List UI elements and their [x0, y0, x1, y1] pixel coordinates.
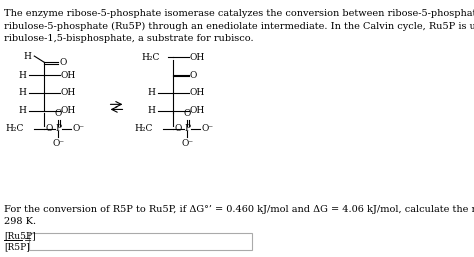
Text: P: P [55, 124, 61, 133]
Text: OH: OH [190, 88, 205, 97]
Text: ribulose-5-phosphate (Ru5P) through an enediolate intermediate. In the Calvin cy: ribulose-5-phosphate (Ru5P) through an e… [4, 22, 474, 31]
Text: O⁻: O⁻ [72, 124, 84, 133]
Text: OH: OH [61, 106, 76, 115]
Text: P: P [184, 124, 191, 133]
Text: H₂C: H₂C [135, 124, 153, 133]
Text: H: H [19, 106, 27, 115]
Text: [R5P]: [R5P] [4, 242, 30, 251]
Text: OH: OH [61, 88, 76, 97]
Text: O: O [46, 124, 53, 133]
Text: O: O [60, 58, 67, 67]
Text: For the conversion of R5P to Ru5P, if ΔG°’ = 0.460 kJ/mol and ΔG = 4.06 kJ/mol, : For the conversion of R5P to Ru5P, if ΔG… [4, 205, 474, 214]
Text: [Ru5P]: [Ru5P] [4, 231, 36, 240]
Text: O: O [55, 109, 62, 118]
Text: H₂C: H₂C [6, 124, 24, 133]
Text: 298 K.: 298 K. [4, 217, 36, 226]
Text: OH: OH [61, 71, 76, 80]
Text: The enzyme ribose-5-phosphate isomerase catalyzes the conversion between ribose-: The enzyme ribose-5-phosphate isomerase … [4, 9, 474, 18]
Text: H₂C: H₂C [141, 53, 160, 62]
Text: O: O [175, 124, 182, 133]
Text: O⁻: O⁻ [52, 139, 64, 148]
Text: OH: OH [190, 53, 205, 62]
Text: O⁻: O⁻ [181, 139, 193, 148]
Text: OH: OH [190, 106, 205, 115]
Text: ribulose-1,5-bisphosphate, a substrate for rubisco.: ribulose-1,5-bisphosphate, a substrate f… [4, 34, 254, 43]
Text: H: H [24, 52, 32, 61]
Bar [29, 234, 252, 250]
Text: O⁻: O⁻ [201, 124, 213, 133]
Text: O: O [190, 71, 197, 80]
Text: =: = [24, 236, 32, 245]
Text: H: H [19, 71, 27, 80]
Text: H: H [148, 88, 156, 97]
Text: H: H [19, 88, 27, 97]
Text: O: O [183, 109, 191, 118]
Text: H: H [148, 106, 156, 115]
